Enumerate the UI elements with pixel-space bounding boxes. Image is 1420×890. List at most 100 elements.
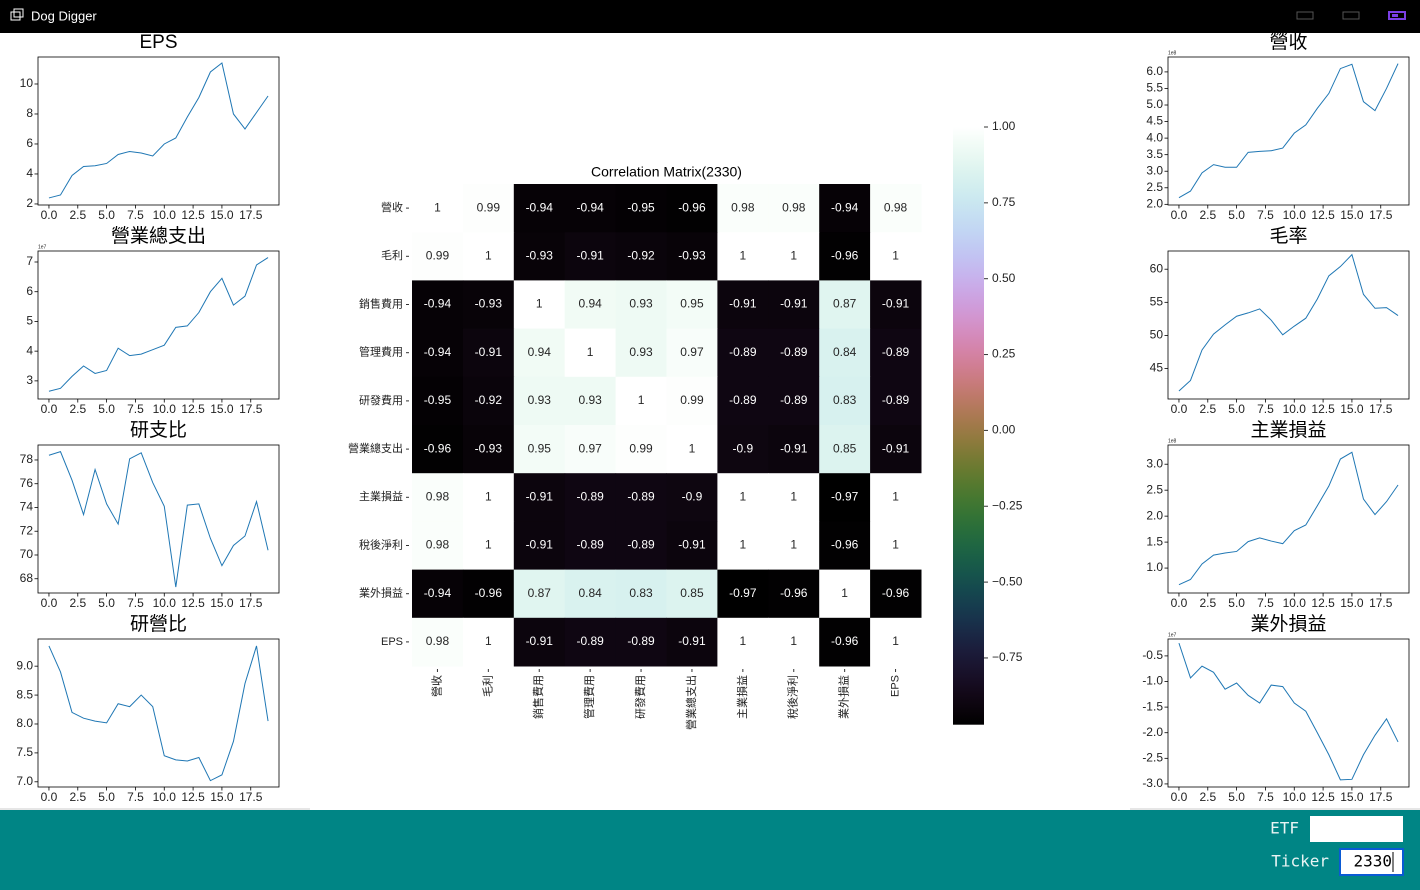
heatmap-cell [666, 473, 718, 522]
etf-input[interactable] [1310, 816, 1403, 842]
cell-label: 0.83 [833, 393, 857, 407]
y-tick-label: 7 [26, 254, 33, 268]
heatmap-cell [513, 617, 566, 667]
plot-frame [37, 56, 280, 206]
cell-label: -0.94 [424, 297, 452, 311]
cell-label: -0.91 [475, 345, 503, 359]
x-tick-label: 17.5 [239, 402, 263, 416]
y-tick-label: 9.0 [16, 658, 33, 672]
row-label: 研發費用 [359, 393, 403, 407]
cell-label: -0.97 [729, 586, 757, 600]
heatmap-cell [666, 232, 718, 281]
heatmap-cell [717, 184, 769, 233]
cell-label: 1 [740, 489, 747, 503]
column-label: 業外損益 [837, 675, 851, 719]
close-button[interactable] [1388, 11, 1406, 20]
window-title: Dog Digger [31, 8, 97, 23]
x-tick-label: 15.0 [1340, 596, 1364, 610]
panel-edge [1130, 808, 1420, 810]
cell-label: -0.91 [678, 634, 706, 648]
heatmap-cell [819, 521, 871, 571]
cell-label: 0.99 [477, 200, 501, 214]
colorbar-tick-label: 1.00 [992, 119, 1016, 133]
x-tick-label: 10.0 [1283, 402, 1307, 416]
cell-label: 1 [892, 634, 899, 648]
cell-label: 0.94 [578, 297, 602, 311]
heatmap-cell [768, 569, 820, 619]
cell-label: -0.91 [576, 248, 604, 262]
column-label: 營收 [429, 675, 443, 697]
minimize-button[interactable] [1296, 11, 1314, 20]
y-tick-label: 10 [20, 76, 34, 90]
cell-label: -0.94 [424, 586, 452, 600]
y-tick-label: 4.0 [1146, 130, 1163, 144]
heatmap-cell [819, 280, 871, 330]
line-series [1178, 63, 1399, 199]
app-icon [10, 8, 24, 21]
heatmap-cell [564, 376, 617, 426]
cell-label: -0.91 [526, 538, 554, 552]
cell-label: -0.94 [831, 200, 859, 214]
x-tick-label: 2.5 [69, 208, 86, 222]
row-label: 稅後淨利 [359, 537, 403, 551]
heatmap-cell [819, 425, 871, 474]
cell-label: 0.97 [578, 441, 602, 455]
line-series [48, 451, 269, 588]
heatmap-cell [717, 569, 769, 619]
heatmap-cell [412, 617, 464, 667]
cell-label: -0.95 [627, 200, 655, 214]
heatmap-cell [819, 232, 871, 281]
heatmap-cell [717, 280, 769, 330]
cell-label: 1 [587, 345, 594, 359]
cell-label: -0.94 [576, 200, 604, 214]
x-tick-label: 2.5 [1199, 790, 1216, 804]
heatmap-cell [615, 232, 667, 281]
column-label: EPS [889, 675, 901, 697]
cell-label: -0.89 [780, 345, 808, 359]
heatmap-cell [462, 569, 515, 619]
heatmap-cell [615, 617, 667, 667]
cell-label: 1 [790, 538, 797, 552]
cell-label: -0.89 [627, 634, 655, 648]
heatmap-cell [412, 376, 464, 426]
heatmap-cell [513, 328, 566, 378]
heatmap-cell [768, 376, 820, 426]
cell-label: 0.98 [426, 634, 450, 648]
heatmap-cell [819, 328, 871, 378]
cell-label: -0.89 [729, 393, 757, 407]
cell-label: -0.96 [780, 586, 808, 600]
offset-label: 1e7 [1168, 632, 1177, 638]
heatmap-cell [666, 521, 718, 571]
column-label: 毛利 [481, 675, 494, 697]
cell-label: 1 [638, 393, 645, 407]
x-tick-label: 10.0 [153, 402, 177, 416]
x-tick-label: 2.5 [69, 402, 86, 416]
plot-frame [37, 444, 280, 594]
cell-label: -0.89 [576, 489, 604, 503]
x-tick-label: 15.0 [210, 208, 234, 222]
y-tick-label: 3 [26, 373, 33, 387]
y-tick-label: -2.0 [1142, 725, 1163, 739]
heatmap-cell [768, 425, 820, 474]
heatmap-cell [564, 521, 617, 571]
offset-label: 1e7 [38, 244, 47, 250]
x-tick-label: 0.0 [41, 596, 58, 610]
heatmap-cell [513, 473, 566, 522]
window-controls[interactable] [1296, 11, 1406, 20]
heatmap-cell [412, 232, 464, 281]
x-tick-label: 10.0 [1283, 790, 1307, 804]
bottom-bar [0, 810, 1420, 890]
x-tick-label: 7.5 [127, 596, 144, 610]
heatmap-cell [870, 280, 922, 330]
y-tick-label: 5 [26, 314, 33, 328]
maximize-button[interactable] [1342, 11, 1360, 20]
heatmap-cell [513, 232, 566, 281]
heatmap-cell [412, 184, 464, 233]
ticker-value[interactable]: 2330 [1353, 852, 1392, 871]
cell-label: -0.92 [627, 248, 655, 262]
x-tick-label: 7.5 [127, 208, 144, 222]
heatmap-cell [768, 521, 820, 571]
cell-label: -0.91 [882, 297, 910, 311]
cell-label: -0.91 [526, 634, 554, 648]
heatmap-cell [870, 425, 922, 474]
